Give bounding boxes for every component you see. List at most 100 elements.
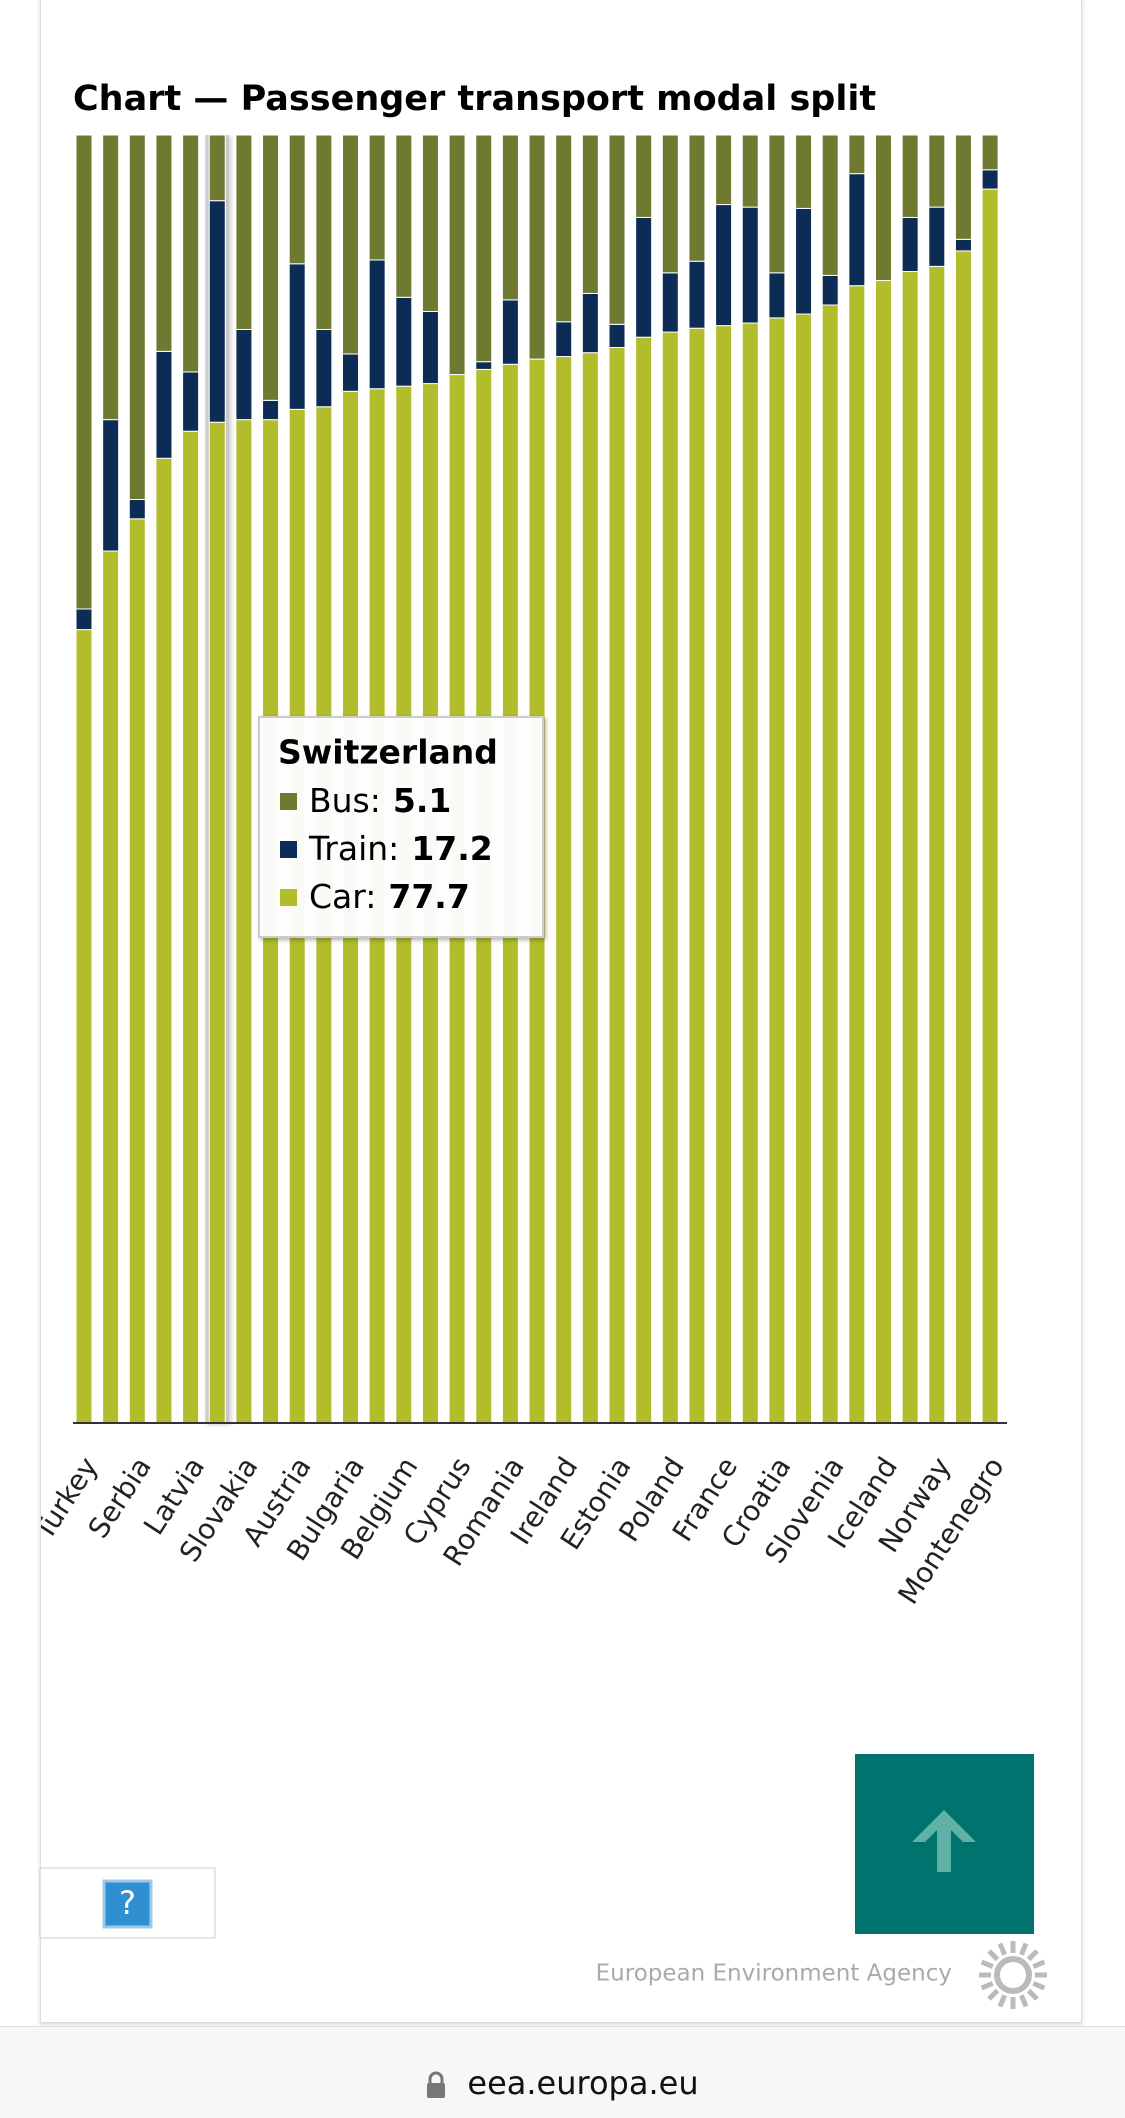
- logo-ray: [1019, 1942, 1029, 1956]
- bar-segment: [715, 134, 733, 206]
- agency-name: European Environment Agency: [596, 1961, 952, 1987]
- bar-segment: [262, 134, 280, 401]
- chart: Chart — Passenger transport modal split …: [39, 79, 1047, 2009]
- tooltip-value: 17.2: [411, 829, 492, 868]
- bar-segment: [155, 134, 173, 352]
- bar-segment: [501, 299, 519, 365]
- bar-segment: [315, 328, 333, 408]
- bar-segment: [581, 352, 599, 1424]
- help-button[interactable]: [102, 1879, 153, 1929]
- bar-segment: [475, 134, 493, 363]
- bar-segment: [395, 296, 413, 387]
- tooltip-label: Train:: [308, 829, 399, 868]
- bar-segment: [848, 285, 866, 1424]
- bar-segment: [128, 518, 146, 1424]
- tooltip-row: Bus: 5.1: [309, 781, 451, 820]
- bar-segment: [208, 421, 226, 1424]
- bar-segment: [981, 188, 999, 1424]
- bar-segment: [235, 328, 253, 421]
- bar-segment: [555, 356, 573, 1424]
- bar-segment: [928, 265, 946, 1424]
- tooltip-label: Car:: [309, 877, 376, 916]
- bar-segment: [661, 331, 679, 1424]
- bar-segment: [688, 327, 706, 1424]
- bar-segment: [928, 206, 946, 267]
- logo-ray: [1032, 1959, 1046, 1969]
- bar-segment: [75, 608, 93, 631]
- bar-segment: [395, 134, 413, 298]
- tooltip-title: Switzerland: [278, 733, 498, 772]
- bar-segment: [182, 371, 200, 432]
- bar-segment: [635, 216, 653, 338]
- bar-segment: [102, 550, 120, 1424]
- logo-ray: [997, 1942, 1007, 1956]
- tooltip-swatch: [280, 841, 297, 858]
- url: eea.europa.eu: [467, 2064, 698, 2102]
- bar-segment: [448, 134, 466, 376]
- lock-icon: [427, 2083, 445, 2098]
- bar-segment: [981, 134, 999, 171]
- bar-segment: [102, 134, 120, 421]
- help-icon-text: ?: [119, 1884, 136, 1922]
- bar-segment: [635, 134, 653, 218]
- bar-segment: [528, 134, 546, 360]
- bar-segment: [715, 204, 733, 327]
- bar-segment: [768, 272, 786, 319]
- tooltip: Switzerland Bus: 5.1 Train: 17.2 Car: 77.7: [258, 716, 544, 938]
- bar-segment: [821, 134, 839, 276]
- bar-segment: [954, 134, 972, 240]
- tooltip-box: [258, 716, 544, 938]
- bar-segment: [128, 499, 146, 520]
- logo-ray: [997, 1994, 1007, 2008]
- bar-segment: [901, 216, 919, 273]
- bar-segment: [688, 134, 706, 262]
- tooltip-value: 5.1: [393, 781, 451, 820]
- bar-segment: [235, 134, 253, 330]
- tooltip-swatch: [280, 889, 297, 906]
- bar-segment: [741, 134, 759, 208]
- logo-ray: [980, 1981, 994, 1991]
- bar-segment: [342, 353, 359, 392]
- bar-segment: [208, 200, 226, 423]
- bar-segment: [501, 134, 519, 301]
- chart-title: Chart — Passenger transport modal split: [73, 79, 876, 119]
- bar-segment: [981, 169, 999, 190]
- bar-segment: [581, 292, 599, 354]
- bar-segment: [75, 629, 93, 1424]
- bar-segment: [128, 134, 146, 501]
- bar-segment: [182, 430, 200, 1424]
- bar-segment: [795, 313, 813, 1424]
- bar-segment: [102, 419, 120, 552]
- tooltip-swatch: [280, 793, 297, 810]
- bar-segment: [475, 361, 493, 370]
- bar-segment: [821, 274, 839, 306]
- bar-segment: [875, 280, 892, 1424]
- bar-segment: [555, 321, 573, 358]
- bar-segment: [421, 134, 439, 312]
- logo-ray: [987, 1949, 1000, 1962]
- bar-segment: [928, 134, 946, 208]
- tooltip-row: Car: 77.7: [309, 877, 470, 916]
- browser-bar-svg: eea.europa.eu: [427, 2064, 699, 2102]
- bar-segment: [741, 322, 759, 1424]
- logo-ray: [987, 1988, 1000, 2001]
- bar-segment: [688, 260, 706, 329]
- browser-bar: eea.europa.eu: [0, 2026, 1125, 2118]
- bar-segment: [608, 134, 626, 325]
- bar-segment: [288, 134, 306, 265]
- bar-segment: [235, 419, 253, 1424]
- bar-segment: [608, 323, 626, 349]
- bar-segment: [768, 317, 786, 1424]
- bar-segment: [715, 325, 733, 1424]
- bar-segment: [155, 457, 173, 1424]
- bar-segment: [848, 134, 866, 175]
- bar-segment: [315, 134, 333, 330]
- bar-segment: [661, 272, 679, 333]
- bar-segment: [155, 350, 173, 459]
- tooltip-label: Bus:: [309, 781, 381, 820]
- lock-shackle: [428, 2071, 444, 2084]
- bar-segment: [795, 134, 813, 209]
- bar-segment: [75, 134, 93, 610]
- bar-segment: [182, 134, 200, 373]
- bar-segment: [262, 399, 280, 421]
